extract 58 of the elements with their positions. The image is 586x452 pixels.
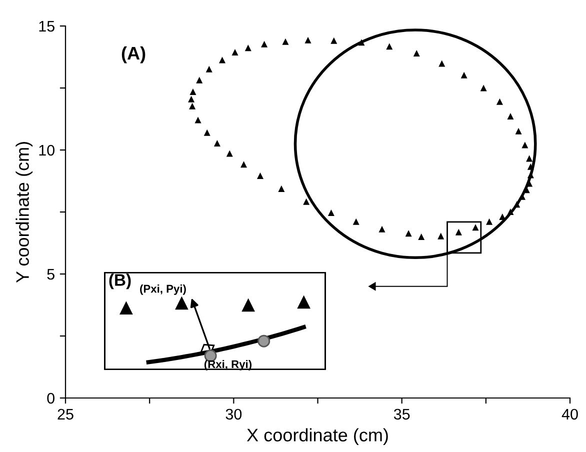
point: [194, 116, 202, 124]
x-tick-label: 40: [562, 408, 578, 420]
point: [196, 76, 203, 84]
y-axis-title: Y coordinate (cm): [16, 142, 33, 283]
point: [214, 140, 220, 147]
point: [232, 49, 238, 56]
point: [499, 213, 506, 220]
point: [460, 72, 468, 78]
point: [438, 232, 444, 240]
point: [418, 234, 425, 240]
point: [261, 40, 268, 48]
point: [206, 66, 212, 72]
y-tick-label: 10: [39, 144, 54, 156]
x-axis-title: X coordinate (cm): [246, 428, 388, 446]
point: [522, 142, 528, 148]
y-tick-label: 0: [47, 392, 54, 404]
point: [514, 201, 520, 208]
point: [330, 37, 338, 44]
point: [496, 98, 503, 105]
point: [218, 56, 226, 64]
point: [358, 39, 365, 46]
annotation: (B): [109, 274, 131, 290]
point: [256, 172, 264, 180]
point: [515, 128, 522, 134]
point: [405, 230, 412, 237]
y-tick-label: 5: [47, 269, 54, 280]
annotation: (A): [122, 46, 146, 64]
point: [188, 96, 195, 102]
x-tick-label: 35: [394, 408, 410, 420]
y-tick-label: 15: [39, 21, 54, 32]
point: [328, 209, 334, 216]
point: [378, 226, 386, 232]
x-tick-label: 30: [226, 408, 242, 420]
point: [527, 163, 534, 170]
point: [413, 50, 420, 57]
point: [240, 161, 248, 168]
point: [455, 228, 462, 236]
point: [386, 43, 393, 50]
annotation: (Pxi, Pyi): [140, 284, 186, 295]
point: [352, 218, 360, 225]
point: [507, 208, 514, 216]
point: [278, 185, 285, 192]
point: [472, 224, 479, 231]
point: [507, 113, 514, 120]
point: [303, 198, 310, 205]
point: [190, 88, 196, 95]
point: [189, 102, 196, 110]
x-tick-label: 25: [58, 408, 74, 420]
point: [486, 218, 493, 225]
point: [480, 84, 487, 92]
point: [204, 129, 210, 136]
point: [527, 172, 534, 178]
point: [438, 60, 446, 67]
point: [304, 36, 312, 44]
point: [244, 44, 252, 52]
point: [526, 155, 533, 162]
point: [282, 38, 289, 45]
point: [226, 150, 233, 157]
